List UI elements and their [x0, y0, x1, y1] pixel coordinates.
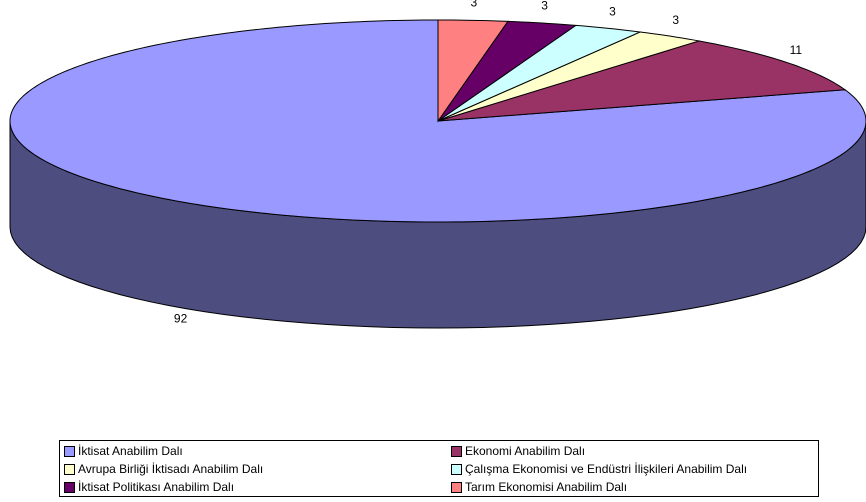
slice-top-5 [437, 19, 509, 123]
legend-label: Tarım Ekonomisi Anabilim Dalı [465, 480, 628, 494]
slice-top-3 [437, 24, 642, 122]
legend-label: Avrupa Birliği İktisadı Anabilim Dalı [78, 462, 264, 476]
legend-swatch [451, 463, 462, 475]
chart-legend: İktisat Anabilim Dalı Ekonomi Anabilim D… [59, 440, 819, 497]
slice-label-2: 3 [672, 13, 679, 27]
legend-item-tarim-ekonomisi: Tarım Ekonomisi Anabilim Dalı [451, 478, 814, 496]
legend-item-avrupa-birligi: Avrupa Birliği İktisadı Anabilim Dalı [64, 460, 451, 478]
legend-swatch [64, 445, 75, 457]
legend-label: İktisat Anabilim Dalı [78, 444, 183, 458]
legend-swatch [451, 445, 462, 457]
slice-label-4: 3 [541, 0, 548, 12]
slice-top-1 [437, 40, 847, 122]
slice-label-1: 11 [790, 43, 803, 57]
legend-item-iktisat: İktisat Anabilim Dalı [64, 442, 451, 460]
legend-label: Ekonomi Anabilim Dalı [465, 444, 586, 458]
legend-item-ekonomi: Ekonomi Anabilim Dalı [451, 442, 814, 460]
slice-top-2 [437, 31, 700, 122]
legend-label: Çalışma Ekonomisi ve Endüstri İlişkileri… [465, 462, 748, 476]
legend-item-iktisat-politikasi: İktisat Politikası Anabilim Dalı [64, 478, 451, 496]
slice-top-4 [437, 20, 578, 122]
slice-labels: 92 11 3 3 3 3 [174, 0, 802, 325]
slice-label-0: 92 [174, 311, 188, 325]
legend-swatch [64, 481, 75, 493]
legend-label: İktisat Politikası Anabilim Dalı [78, 480, 235, 494]
pie-top [9, 19, 866, 223]
slice-label-5: 3 [471, 0, 478, 9]
legend-swatch [64, 463, 75, 475]
slice-label-3: 3 [609, 4, 616, 18]
legend-swatch [451, 481, 462, 493]
legend-item-calisma-ekonomisi: Çalışma Ekonomisi ve Endüstri İlişkileri… [451, 460, 814, 478]
